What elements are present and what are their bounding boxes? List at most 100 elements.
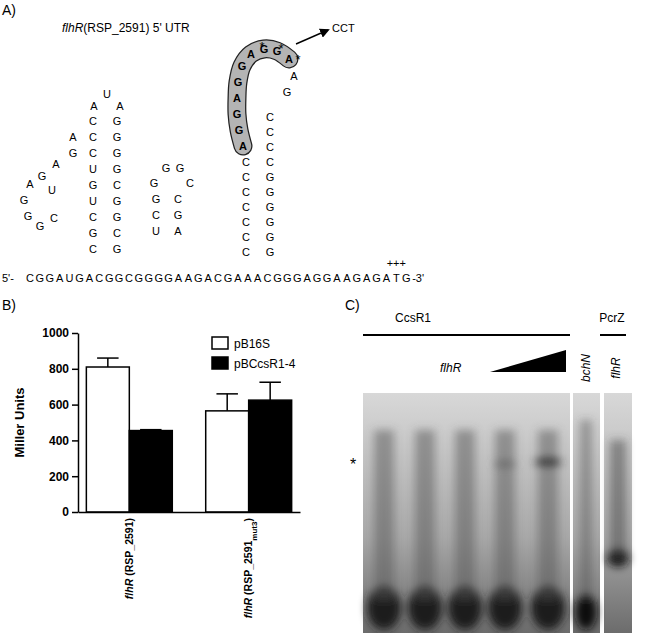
lane-smear xyxy=(374,430,394,600)
legend-swatch xyxy=(212,357,228,369)
nucleotide: A xyxy=(90,100,98,112)
nucleotide: G xyxy=(113,211,122,223)
nucleotide: G xyxy=(323,272,332,284)
group-label: CcsR1 xyxy=(395,311,431,325)
wedge-label: flhR xyxy=(440,361,462,375)
nucleotide: G xyxy=(113,115,122,127)
tick-mark xyxy=(72,476,78,478)
nucleotide: G xyxy=(352,272,361,284)
panel-label: A) xyxy=(2,2,16,18)
nucleotide: G xyxy=(266,246,275,258)
nucleotide: G xyxy=(313,272,322,284)
nucleotide: A xyxy=(343,272,351,284)
nucleotide: A xyxy=(254,272,262,284)
nucleotide: G xyxy=(266,201,275,213)
nucleotide: G xyxy=(194,272,203,284)
panel-label: C) xyxy=(345,297,360,313)
nucleotide: G xyxy=(113,163,122,175)
five-prime: 5'- xyxy=(2,272,14,284)
nucleotide: C xyxy=(186,177,194,189)
tick: 600 xyxy=(49,398,78,412)
legend-label: pB16S xyxy=(234,337,270,351)
error-cap xyxy=(97,357,118,359)
nucleotide: G xyxy=(266,186,275,198)
tick: 0 xyxy=(62,505,78,519)
panel-c: C)CcsR1PcrZflhRbchNflhR* xyxy=(345,297,632,633)
nucleotide: A xyxy=(185,272,193,284)
error-cap xyxy=(259,381,280,383)
axis-line xyxy=(79,512,301,514)
nucleotide: G xyxy=(145,272,154,284)
nucleotide: A xyxy=(86,272,94,284)
tick-label: flhR (RSP_2591) xyxy=(123,518,135,599)
tick-mark xyxy=(72,440,78,442)
error-stem xyxy=(226,394,228,411)
nucleotide: C xyxy=(266,156,274,168)
group-label: PcrZ xyxy=(599,311,624,325)
group-bar xyxy=(363,334,570,336)
nucleotide: G xyxy=(372,272,381,284)
shifted-band xyxy=(534,458,562,466)
nucleotide: C xyxy=(152,209,160,221)
bars xyxy=(86,358,291,512)
nucleotide: C xyxy=(89,243,97,255)
nucleotide: C xyxy=(125,272,133,284)
gel xyxy=(363,393,632,633)
tick-label: 1000 xyxy=(42,326,69,340)
nucleotide: U xyxy=(48,184,56,196)
error-cap xyxy=(216,393,237,395)
tick-label: flhR (RSP_2591mut3) xyxy=(242,518,259,618)
y-axis: 02004006008001000 xyxy=(42,326,78,519)
x-axis: flhR (RSP_2591) flhR (RSP_2591mut3) xyxy=(79,513,301,619)
nucleotide: G xyxy=(238,60,247,72)
nucleotide: G xyxy=(154,272,163,284)
nucleotide: C xyxy=(242,216,250,228)
bar xyxy=(86,367,129,512)
nucleotide: G xyxy=(36,220,45,232)
nucleotide: C xyxy=(266,111,274,123)
tick-label: 0 xyxy=(62,505,69,519)
highlight-outline xyxy=(237,49,289,146)
panel-a: A)flhR(RSP_2591) 5' UTR5'-CGGAUGACGGCGGG… xyxy=(2,2,424,284)
nucleotide: G xyxy=(75,272,84,284)
tick-mark xyxy=(72,512,78,514)
tick: 1000 xyxy=(42,326,78,340)
nucleotide: U xyxy=(152,225,160,237)
title-text: (RSP_2591) 5' UTR xyxy=(83,21,190,35)
nucleotide: G xyxy=(89,227,98,239)
tick-label: 600 xyxy=(49,398,69,412)
star: * xyxy=(278,41,283,56)
nucleotide: C xyxy=(242,156,250,168)
nucleotide: C xyxy=(266,141,274,153)
tick-mark xyxy=(72,404,78,406)
bar xyxy=(249,400,292,512)
start-codon: +++ xyxy=(387,257,406,269)
error-stem xyxy=(269,382,271,400)
nucleotide: A xyxy=(285,53,293,65)
nucleotide: C xyxy=(242,231,250,243)
highlight-fill xyxy=(237,49,289,146)
nucleotide: C xyxy=(113,179,121,191)
tick: 800 xyxy=(49,362,78,376)
star: * xyxy=(259,39,264,54)
nucleotide: G xyxy=(113,131,122,143)
nucleotide: C xyxy=(89,211,97,223)
nucleotide: G xyxy=(402,272,411,284)
figure: A)flhR(RSP_2591) 5' UTR5'-CGGAUGACGGCGGG… xyxy=(0,0,650,633)
nucleotide: A xyxy=(234,272,242,284)
lane-smear xyxy=(610,440,626,560)
nucleotide: A xyxy=(116,100,124,112)
lane-label: flhR xyxy=(609,357,623,379)
nucleotide: C xyxy=(95,272,103,284)
gel-background xyxy=(604,393,632,633)
nucleotide: C xyxy=(50,212,58,224)
legend: pB16SpBCcsR1-4 xyxy=(212,337,296,371)
nucleotide: C xyxy=(89,147,97,159)
nucleotide: G xyxy=(20,194,29,206)
tick: 200 xyxy=(49,470,78,484)
tick-mark xyxy=(72,369,78,371)
error-bar xyxy=(97,358,118,367)
nucleotide: G xyxy=(24,210,33,222)
nucleotide: G xyxy=(36,272,45,284)
lane-smear xyxy=(580,420,592,600)
